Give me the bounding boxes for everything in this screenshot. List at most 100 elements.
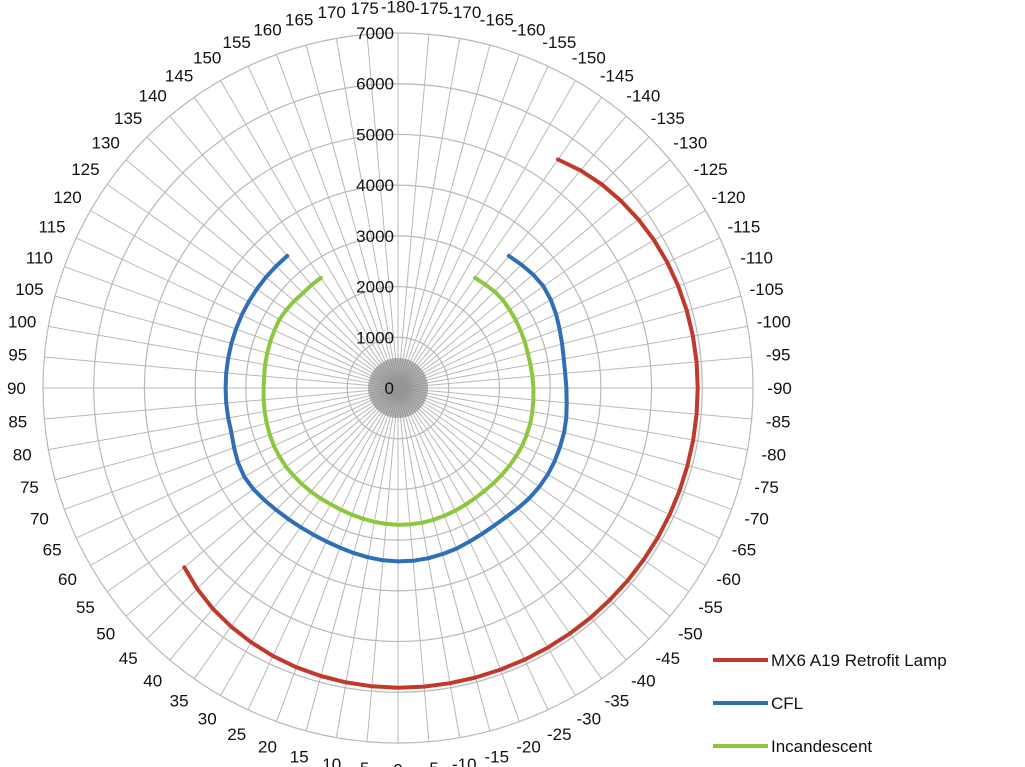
grid-spoke — [169, 387, 399, 661]
grid-spoke — [397, 237, 720, 389]
angle-tick-label: -30 — [577, 710, 602, 729]
grid-spoke — [125, 387, 399, 617]
angle-tick-label: 175 — [351, 0, 379, 18]
radial-tick-label: 6000 — [356, 75, 394, 94]
angle-tick-label: -90 — [767, 379, 792, 398]
angle-tick-label: -160 — [511, 20, 545, 39]
angle-tick-label: 140 — [139, 87, 167, 106]
grid-spoke — [64, 266, 399, 389]
angle-tick-label: -45 — [656, 649, 681, 668]
angle-tick-label: 55 — [76, 598, 95, 617]
grid-spoke — [397, 136, 650, 389]
angle-tick-label: -5 — [424, 759, 439, 767]
angle-tick-label: -110 — [740, 249, 773, 268]
grid-spoke — [64, 387, 399, 510]
angle-tick-label: 150 — [193, 49, 221, 68]
grid-spoke — [54, 295, 399, 389]
series-line-1 — [223, 253, 569, 564]
grid-spoke — [397, 66, 549, 389]
grid-spoke — [397, 387, 627, 661]
radial-tick-label: 5000 — [356, 125, 394, 144]
radial-tick-label: 3000 — [356, 227, 394, 246]
grid-spoke — [305, 44, 399, 389]
grid-spoke — [146, 387, 399, 640]
angle-tick-label: -135 — [651, 109, 685, 128]
angle-tick-label: -85 — [766, 412, 791, 431]
angle-tick-label: -25 — [547, 725, 572, 744]
grid-spoke — [220, 387, 399, 696]
angle-tick-label: -70 — [744, 510, 769, 529]
angle-tick-label: 0 — [393, 761, 402, 767]
angle-tick-label: 65 — [43, 540, 62, 559]
grid-spoke — [48, 387, 399, 451]
grid-spoke — [48, 325, 399, 389]
grid-spoke — [220, 80, 399, 389]
grid-spoke — [397, 387, 576, 696]
grid-spoke — [397, 34, 430, 389]
angle-tick-label: -115 — [728, 218, 761, 237]
grid-spoke — [397, 387, 461, 738]
center-hub — [368, 358, 428, 418]
grid-spoke — [397, 387, 430, 742]
angle-tick-label: -20 — [516, 738, 541, 757]
radial-tick-label: 2000 — [356, 278, 394, 297]
angle-tick-label: 120 — [53, 188, 81, 207]
angle-tick-label: 25 — [227, 725, 246, 744]
angle-tick-label: -10 — [452, 755, 477, 767]
angle-tick-label: 95 — [8, 346, 27, 365]
angle-tick-label: 50 — [96, 624, 115, 643]
grid-spoke — [397, 387, 491, 732]
angle-tick-label: 110 — [26, 249, 53, 268]
angle-tick-label: -170 — [447, 3, 481, 22]
series-line-2 — [261, 275, 536, 527]
grid-spoke — [397, 387, 748, 451]
grid-spoke — [169, 115, 399, 389]
angle-tick-label: -55 — [698, 598, 723, 617]
legend-entry-0: MX6 A19 Retrofit Lamp — [771, 651, 947, 670]
angle-tick-label: 115 — [39, 218, 66, 237]
grid-spoke — [397, 38, 461, 389]
grid-spoke — [397, 387, 650, 640]
radial-tick-label: 4000 — [356, 176, 394, 195]
series-layer — [182, 157, 700, 690]
grid-spoke — [397, 387, 671, 617]
angle-tick-label: 30 — [198, 710, 217, 729]
grid-spoke — [397, 54, 520, 389]
grid-spoke — [335, 387, 399, 738]
grid-spoke — [397, 387, 690, 593]
angle-tick-label: -145 — [600, 66, 634, 85]
grid-spoke — [276, 387, 399, 722]
angle-tick-label: 125 — [71, 160, 99, 179]
angle-tick-label: -40 — [631, 671, 656, 690]
radial-tick-labels: 0 1000 2000 3000 4000 5000 6000 7000 — [356, 24, 394, 398]
angle-tick-label: 130 — [92, 134, 120, 153]
legend-entry-2: Incandescent — [771, 737, 872, 756]
angle-tick-label: -35 — [605, 692, 630, 711]
angle-tick-label: 100 — [8, 313, 36, 332]
grid-spoke — [397, 387, 752, 420]
angle-tick-label: -130 — [673, 134, 707, 153]
angle-tick-label: -95 — [766, 346, 791, 365]
angle-tick-label: 160 — [253, 20, 281, 39]
angle-tick-label: -140 — [626, 87, 660, 106]
grid-spoke — [397, 387, 549, 710]
radial-tick-label: 0 — [385, 379, 394, 398]
angle-tick-label: 15 — [290, 748, 309, 767]
grid-spoke — [54, 387, 399, 481]
angle-tick-label: -180 — [381, 0, 415, 16]
angle-tick-labels: -180 -175-170-165-160-155-150-145-140-135… — [7, 0, 792, 767]
angle-tick-label: -105 — [750, 280, 784, 299]
grid-spoke — [193, 387, 399, 680]
angle-tick-label: -75 — [754, 478, 779, 497]
legend-entry-1: CFL — [771, 694, 803, 713]
angle-tick-label: 70 — [30, 510, 49, 529]
radial-tick-label: 7000 — [356, 24, 394, 43]
angle-tick-label: 20 — [258, 738, 277, 757]
grid-spoke — [276, 54, 399, 389]
grid-spoke — [305, 387, 399, 732]
grid-spoke — [397, 80, 576, 389]
legend: MX6 A19 Retrofit Lamp CFL Incandescent — [713, 651, 947, 756]
grid-spoke — [397, 387, 520, 722]
angle-tick-label: 105 — [15, 280, 43, 299]
